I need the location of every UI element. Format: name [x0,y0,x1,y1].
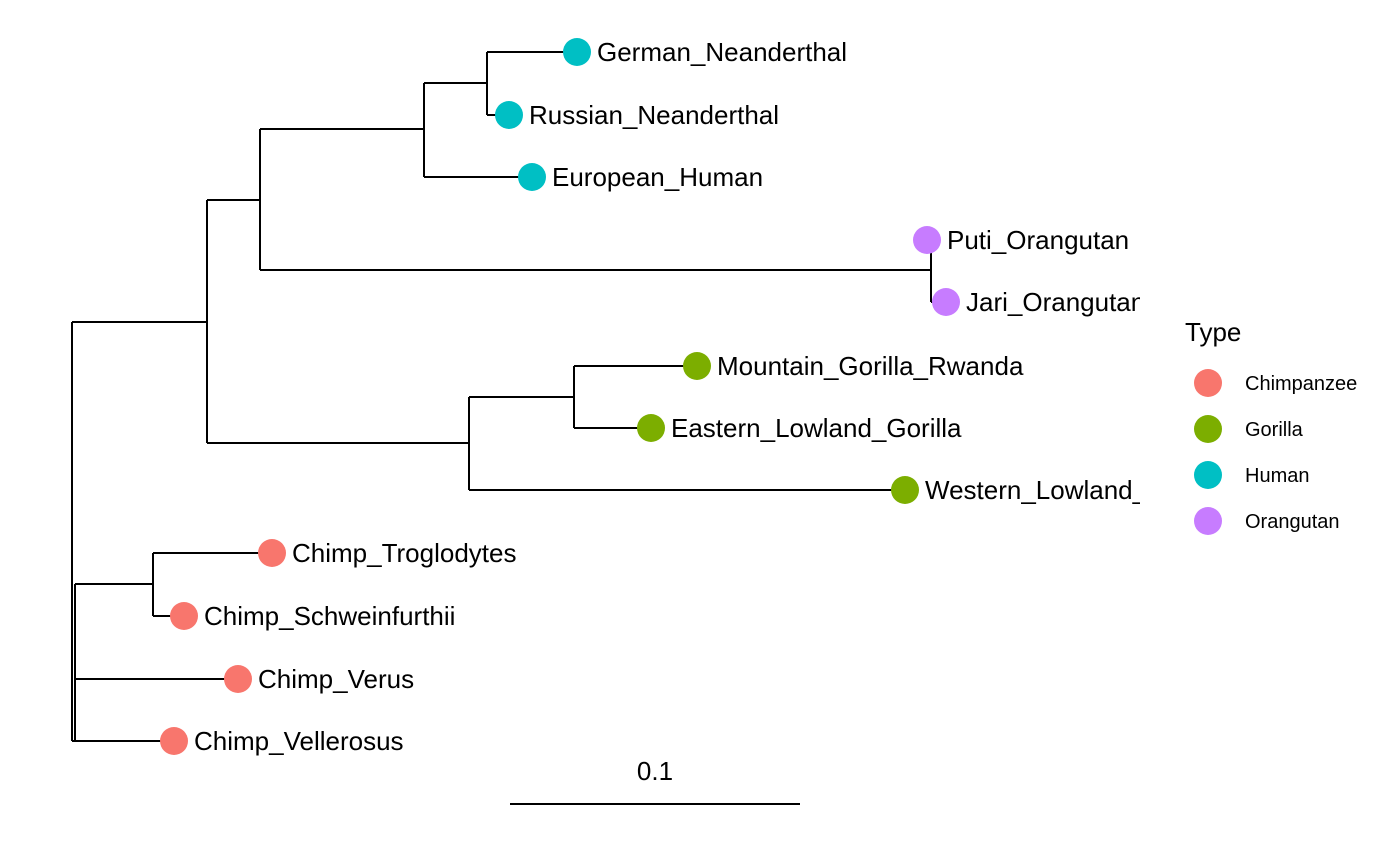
scale-bar: 0.1 [510,756,800,805]
tree-tips: German_Neanderthal Russian_Neanderthal Eur… [160,37,1223,756]
tip-point-jari-orangutan [932,288,960,316]
tip-label-chimp-verus: Chimp_Verus [258,664,414,694]
tip-label-chimp-schweinfurthii: Chimp_Schweinfurthii [204,601,455,631]
legend: Type Chimpanzee Gorilla Human Orangutan [1185,317,1357,535]
tip-point-european-human [518,163,546,191]
tip-point-chimp-vellerosus [160,727,188,755]
tip-label-mountain-gorilla-rwanda: Mountain_Gorilla_Rwanda [717,351,1024,381]
tip-point-chimp-troglodytes [258,539,286,567]
tip-point-puti-orangutan [913,226,941,254]
tip-label-puti-orangutan: Puti_Orangutan [947,225,1129,255]
legend-label-gorilla: Gorilla [1245,419,1304,441]
legend-label-human: Human [1245,465,1309,487]
legend-label-orangutan: Orangutan [1245,511,1340,533]
tip-point-chimp-schweinfurthii [170,602,198,630]
tip-label-western-lowland-gorilla: Western_Lowland_Gorilla [925,475,1223,505]
legend-key-chimpanzee [1194,369,1222,397]
tip-label-european-human: European_Human [552,162,763,192]
legend-label-chimpanzee: Chimpanzee [1245,373,1357,395]
tree-branches [71,51,946,742]
legend-key-human [1194,461,1222,489]
tip-label-russian-neanderthal: Russian_Neanderthal [529,100,779,130]
tip-label-jari-orangutan: Jari_Orangutan [966,287,1145,317]
legend-key-orangutan [1194,507,1222,535]
legend-key-gorilla [1194,415,1222,443]
tip-point-chimp-verus [224,665,252,693]
tip-point-german-neanderthal [563,38,591,66]
tip-point-russian-neanderthal [495,101,523,129]
scale-bar-label: 0.1 [637,756,673,786]
tip-point-western-lowland-gorilla [891,476,919,504]
tip-label-chimp-vellerosus: Chimp_Vellerosus [194,726,404,756]
tip-point-mountain-gorilla-rwanda [683,352,711,380]
tip-label-eastern-lowland-gorilla: Eastern_Lowland_Gorilla [671,413,962,443]
tip-label-german-neanderthal: German_Neanderthal [597,37,847,67]
tip-label-chimp-troglodytes: Chimp_Troglodytes [292,538,516,568]
tip-point-eastern-lowland-gorilla [637,414,665,442]
legend-title: Type [1185,317,1241,347]
